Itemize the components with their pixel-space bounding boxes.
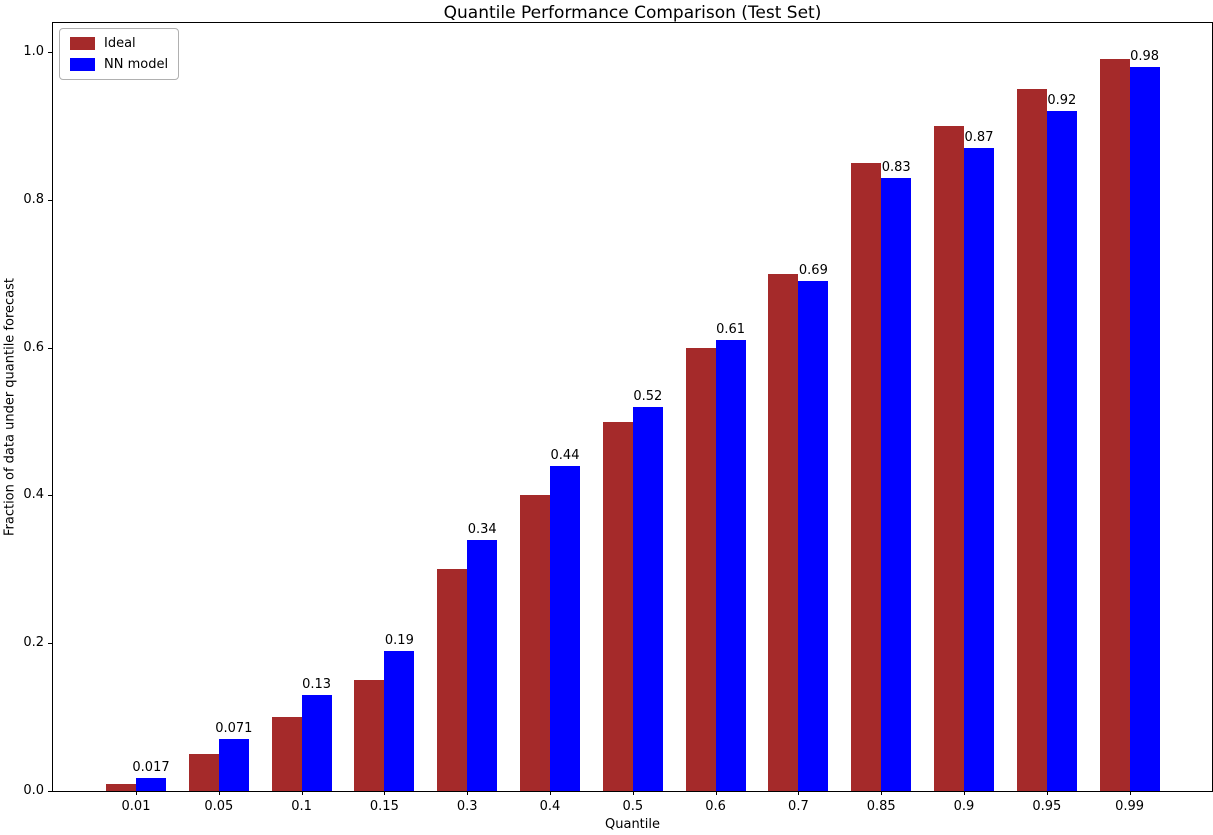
y-tick-mark <box>48 52 52 53</box>
bar-ideal-0.1 <box>271 717 302 791</box>
bar-value-label: 0.017 <box>132 760 170 776</box>
y-tick-label: 1.0 <box>23 44 44 59</box>
chart-title: Quantile Performance Comparison (Test Se… <box>443 3 822 23</box>
x-tick-label: 0.7 <box>788 799 809 814</box>
x-axis-label: Quantile <box>605 817 660 832</box>
bar-ideal-0.05 <box>188 754 219 791</box>
bar-value-label: 0.071 <box>215 720 253 736</box>
bar-value-label: 0.19 <box>384 632 414 648</box>
legend: Ideal NN model <box>59 28 180 80</box>
bar-ideal-0.3 <box>437 569 468 791</box>
x-tick-mark <box>550 791 551 795</box>
bar-ideal-0.4 <box>520 495 550 791</box>
legend-item-nn-model: NN model <box>70 57 168 72</box>
y-tick-mark <box>48 347 52 349</box>
y-tick-mark <box>48 643 52 645</box>
x-tick-label: 0.4 <box>539 799 561 814</box>
bar-nn-model-0.4 <box>550 465 580 791</box>
x-tick-label: 0.15 <box>369 799 399 814</box>
y-tick-label: 0.4 <box>23 487 44 503</box>
bar-nn-model-0.3 <box>467 539 498 791</box>
y-tick-label: 0.2 <box>23 635 44 651</box>
x-tick-label: 0.85 <box>866 799 896 814</box>
x-tick-label: 0.99 <box>1115 799 1145 814</box>
bar-ideal-0.9 <box>934 125 964 791</box>
bar-nn-model-0.95 <box>1046 111 1077 791</box>
bar-ideal-0.7 <box>768 273 799 791</box>
bar-value-label: 0.87 <box>964 130 994 146</box>
bar-ideal-0.6 <box>685 347 716 791</box>
x-tick-mark <box>1129 791 1131 795</box>
y-tick-mark <box>48 495 52 497</box>
bar-value-label: 0.98 <box>1130 48 1160 64</box>
x-tick-mark <box>467 791 469 795</box>
y-tick-mark <box>48 199 52 201</box>
bar-value-label: 0.34 <box>467 521 497 537</box>
x-tick-label: 0.6 <box>705 799 726 814</box>
bar-nn-model-0.99 <box>1129 66 1160 791</box>
x-tick-mark <box>715 791 717 795</box>
bar-nn-model-0.7 <box>798 281 829 791</box>
bar-nn-model-0.05 <box>218 738 249 791</box>
x-tick-label: 0.05 <box>204 799 234 814</box>
bar-value-label: 0.83 <box>881 159 911 175</box>
x-tick-mark <box>301 791 303 795</box>
bar-value-label: 0.13 <box>302 676 332 692</box>
bar-nn-model-0.15 <box>384 650 415 791</box>
x-tick-mark <box>136 791 137 795</box>
bar-nn-model-0.5 <box>632 406 663 791</box>
legend-swatch-ideal <box>70 37 95 50</box>
bar-ideal-0.01 <box>106 783 136 791</box>
bar-value-label: 0.52 <box>633 388 663 404</box>
bar-ideal-0.15 <box>354 680 385 791</box>
legend-label-nn-model: NN model <box>104 57 169 72</box>
x-tick-mark <box>1046 791 1048 795</box>
x-tick-label: 0.95 <box>1032 799 1062 814</box>
y-tick-label: 0.6 <box>23 339 44 355</box>
plot-area: Ideal NN model 0.017 0.01 0.071 0.05 0.13 0.1… <box>23 22 1213 814</box>
bar-value-label: 0.92 <box>1047 93 1077 109</box>
x-tick-mark <box>964 791 965 795</box>
x-tick-mark <box>218 791 220 795</box>
y-tick-label: 0.8 <box>23 191 44 207</box>
bar-nn-model-0.85 <box>881 177 912 791</box>
bar-nn-model-0.6 <box>715 340 746 791</box>
y-tick-mark <box>48 791 52 792</box>
x-tick-mark <box>798 791 800 795</box>
x-tick-label: 0.5 <box>622 799 644 814</box>
bar-ideal-0.85 <box>851 162 882 791</box>
bar-value-label: 0.44 <box>550 447 580 463</box>
bar-ideal-0.95 <box>1016 89 1047 791</box>
x-tick-label: 0.9 <box>953 799 975 814</box>
legend-item-ideal: Ideal <box>70 36 168 51</box>
bar-ideal-0.99 <box>1099 59 1130 791</box>
bar-nn-model-0.01 <box>136 778 166 791</box>
bar-ideal-0.5 <box>602 421 633 791</box>
bar-nn-model-0.1 <box>301 694 332 791</box>
x-tick-label: 0.01 <box>121 799 151 814</box>
legend-label-ideal: Ideal <box>104 36 136 51</box>
x-tick-mark <box>881 791 883 795</box>
x-tick-mark <box>632 791 634 795</box>
x-tick-label: 0.1 <box>291 799 312 814</box>
bar-nn-model-0.9 <box>964 148 994 791</box>
bar-value-label: 0.61 <box>716 322 746 338</box>
x-tick-label: 0.3 <box>456 799 478 814</box>
y-tick-label: 0.0 <box>23 783 44 798</box>
bar-value-label: 0.69 <box>798 263 828 279</box>
legend-swatch-nn-model <box>70 58 95 71</box>
x-tick-mark <box>384 791 386 795</box>
